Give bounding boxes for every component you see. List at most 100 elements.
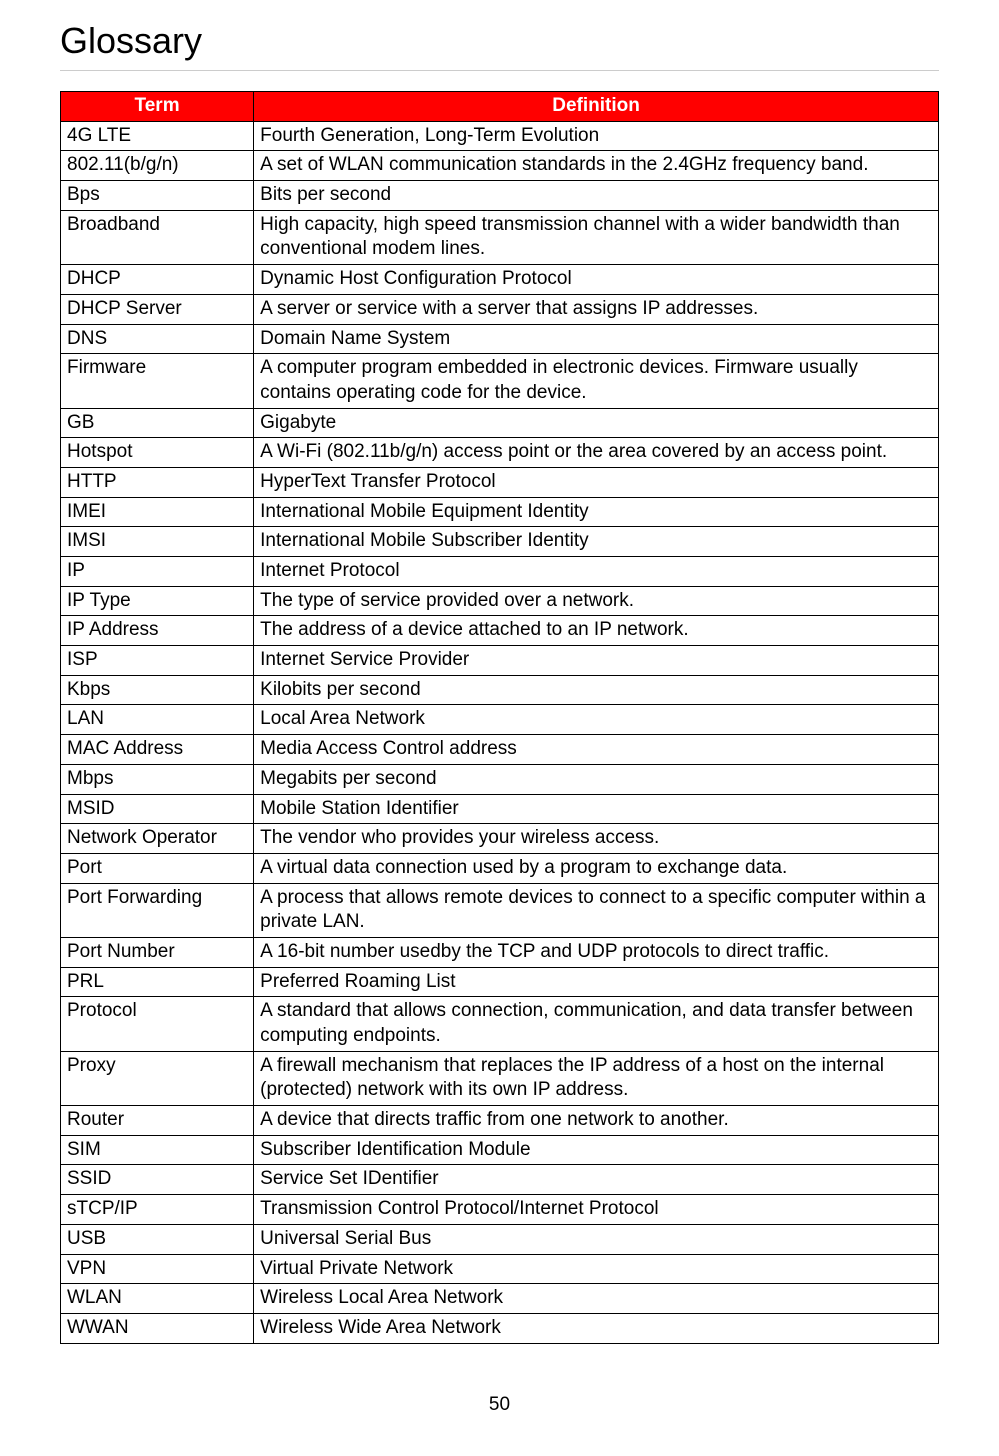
term-cell: Port Forwarding	[61, 883, 254, 937]
table-row: MSIDMobile Station Identifier	[61, 794, 939, 824]
table-row: MAC AddressMedia Access Control address	[61, 735, 939, 765]
term-cell: GB	[61, 408, 254, 438]
term-cell: IP	[61, 557, 254, 587]
table-header-row: Term Definition	[61, 92, 939, 122]
term-cell: Firmware	[61, 354, 254, 408]
table-row: RouterA device that directs traffic from…	[61, 1106, 939, 1136]
definition-cell: A process that allows remote devices to …	[254, 883, 939, 937]
definition-cell: Mobile Station Identifier	[254, 794, 939, 824]
term-cell: HTTP	[61, 467, 254, 497]
definition-cell: Megabits per second	[254, 764, 939, 794]
definition-cell: International Mobile Subscriber Identity	[254, 527, 939, 557]
definition-cell: A device that directs traffic from one n…	[254, 1106, 939, 1136]
definition-cell: International Mobile Equipment Identity	[254, 497, 939, 527]
term-cell: DHCP Server	[61, 294, 254, 324]
header-definition: Definition	[254, 92, 939, 122]
table-row: KbpsKilobits per second	[61, 675, 939, 705]
term-cell: IMEI	[61, 497, 254, 527]
term-cell: MSID	[61, 794, 254, 824]
table-row: HotspotA Wi-Fi (802.11b/g/n) access poin…	[61, 438, 939, 468]
table-row: Network OperatorThe vendor who provides …	[61, 824, 939, 854]
term-cell: IMSI	[61, 527, 254, 557]
definition-cell: A set of WLAN communication standards in…	[254, 151, 939, 181]
table-row: BroadbandHigh capacity, high speed trans…	[61, 210, 939, 264]
table-row: IMSIInternational Mobile Subscriber Iden…	[61, 527, 939, 557]
definition-cell: Wireless Wide Area Network	[254, 1313, 939, 1343]
table-row: WWANWireless Wide Area Network	[61, 1313, 939, 1343]
page-number: 50	[60, 1394, 939, 1416]
table-row: ISPInternet Service Provider	[61, 646, 939, 676]
definition-cell: Fourth Generation, Long-Term Evolution	[254, 121, 939, 151]
definition-cell: Wireless Local Area Network	[254, 1284, 939, 1314]
definition-cell: A 16-bit number usedby the TCP and UDP p…	[254, 937, 939, 967]
definition-cell: Domain Name System	[254, 324, 939, 354]
definition-cell: Service Set IDentifier	[254, 1165, 939, 1195]
definition-cell: A Wi-Fi (802.11b/g/n) access point or th…	[254, 438, 939, 468]
term-cell: WWAN	[61, 1313, 254, 1343]
definition-cell: Dynamic Host Configuration Protocol	[254, 265, 939, 295]
table-row: VPNVirtual Private Network	[61, 1254, 939, 1284]
table-row: ProtocolA standard that allows connectio…	[61, 997, 939, 1051]
term-cell: USB	[61, 1224, 254, 1254]
definition-cell: HyperText Transfer Protocol	[254, 467, 939, 497]
table-row: BpsBits per second	[61, 181, 939, 211]
term-cell: Protocol	[61, 997, 254, 1051]
definition-cell: High capacity, high speed transmission c…	[254, 210, 939, 264]
table-row: IP TypeThe type of service provided over…	[61, 586, 939, 616]
definition-cell: The type of service provided over a netw…	[254, 586, 939, 616]
definition-cell: A standard that allows connection, commu…	[254, 997, 939, 1051]
table-row: SIMSubscriber Identification Module	[61, 1135, 939, 1165]
definition-cell: Bits per second	[254, 181, 939, 211]
definition-cell: Preferred Roaming List	[254, 967, 939, 997]
table-row: Port NumberA 16-bit number usedby the TC…	[61, 937, 939, 967]
definition-cell: A firewall mechanism that replaces the I…	[254, 1051, 939, 1105]
table-row: DHCPDynamic Host Configuration Protocol	[61, 265, 939, 295]
definition-cell: Internet Service Provider	[254, 646, 939, 676]
definition-cell: A server or service with a server that a…	[254, 294, 939, 324]
table-row: DHCP ServerA server or service with a se…	[61, 294, 939, 324]
definition-cell: Transmission Control Protocol/Internet P…	[254, 1195, 939, 1225]
definition-cell: The vendor who provides your wireless ac…	[254, 824, 939, 854]
term-cell: SIM	[61, 1135, 254, 1165]
definition-cell: Internet Protocol	[254, 557, 939, 587]
definition-cell: Local Area Network	[254, 705, 939, 735]
term-cell: 802.11(b/g/n)	[61, 151, 254, 181]
term-cell: Bps	[61, 181, 254, 211]
table-row: FirmwareA computer program embedded in e…	[61, 354, 939, 408]
glossary-table: Term Definition 4G LTEFourth Generation,…	[60, 91, 939, 1344]
term-cell: Port	[61, 853, 254, 883]
table-row: IPInternet Protocol	[61, 557, 939, 587]
definition-cell: Gigabyte	[254, 408, 939, 438]
page-title: Glossary	[60, 20, 939, 62]
term-cell: Proxy	[61, 1051, 254, 1105]
table-row: GBGigabyte	[61, 408, 939, 438]
table-row: MbpsMegabits per second	[61, 764, 939, 794]
term-cell: SSID	[61, 1165, 254, 1195]
term-cell: Mbps	[61, 764, 254, 794]
table-row: IMEIInternational Mobile Equipment Ident…	[61, 497, 939, 527]
term-cell: DHCP	[61, 265, 254, 295]
definition-cell: Virtual Private Network	[254, 1254, 939, 1284]
term-cell: WLAN	[61, 1284, 254, 1314]
term-cell: IP Type	[61, 586, 254, 616]
definition-cell: Subscriber Identification Module	[254, 1135, 939, 1165]
term-cell: MAC Address	[61, 735, 254, 765]
definition-cell: Universal Serial Bus	[254, 1224, 939, 1254]
table-row: sTCP/IPTransmission Control Protocol/Int…	[61, 1195, 939, 1225]
definition-cell: Kilobits per second	[254, 675, 939, 705]
term-cell: Broadband	[61, 210, 254, 264]
table-row: LANLocal Area Network	[61, 705, 939, 735]
table-row: IP AddressThe address of a device attach…	[61, 616, 939, 646]
term-cell: Router	[61, 1106, 254, 1136]
table-row: DNSDomain Name System	[61, 324, 939, 354]
definition-cell: The address of a device attached to an I…	[254, 616, 939, 646]
term-cell: IP Address	[61, 616, 254, 646]
term-cell: LAN	[61, 705, 254, 735]
term-cell: 4G LTE	[61, 121, 254, 151]
table-row: 4G LTEFourth Generation, Long-Term Evolu…	[61, 121, 939, 151]
table-row: PRLPreferred Roaming List	[61, 967, 939, 997]
term-cell: Port Number	[61, 937, 254, 967]
table-row: USBUniversal Serial Bus	[61, 1224, 939, 1254]
term-cell: ISP	[61, 646, 254, 676]
definition-cell: A computer program embedded in electroni…	[254, 354, 939, 408]
